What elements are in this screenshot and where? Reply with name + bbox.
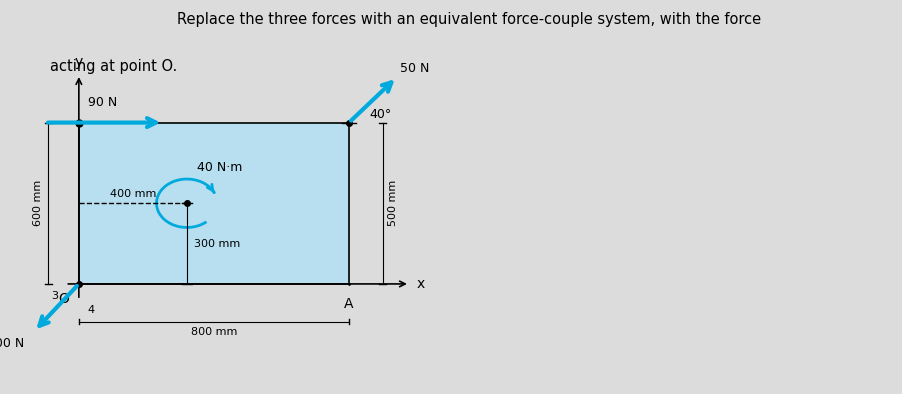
Text: 100 N: 100 N — [0, 336, 24, 349]
Text: 4: 4 — [87, 305, 95, 315]
Text: x: x — [416, 277, 424, 291]
Text: 500 mm: 500 mm — [388, 180, 398, 227]
Text: 50 N: 50 N — [400, 61, 429, 74]
Text: A: A — [344, 297, 354, 311]
Text: 90 N: 90 N — [87, 96, 117, 109]
Bar — [78, 123, 349, 284]
Text: 40 N·m: 40 N·m — [197, 161, 242, 174]
Text: y: y — [75, 55, 83, 69]
Text: O: O — [58, 292, 69, 306]
Text: 40°: 40° — [369, 108, 391, 121]
Text: 400 mm: 400 mm — [109, 189, 156, 199]
Text: 800 mm: 800 mm — [190, 327, 237, 337]
Text: Replace the three forces with an equivalent force-couple system, with the force: Replace the three forces with an equival… — [178, 12, 760, 27]
Text: 3: 3 — [51, 291, 58, 301]
Text: acting at point O.: acting at point O. — [50, 59, 177, 74]
Text: 300 mm: 300 mm — [193, 239, 240, 249]
Text: 600 mm: 600 mm — [33, 180, 43, 227]
